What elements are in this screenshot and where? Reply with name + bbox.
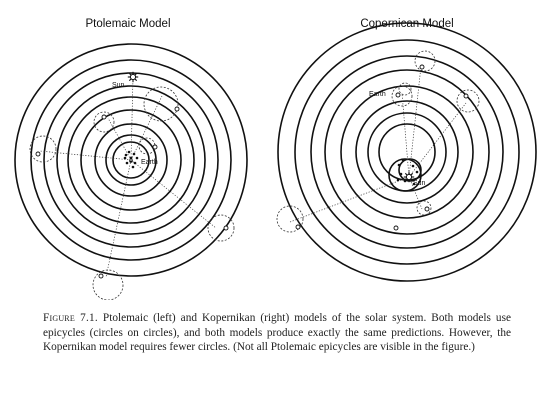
deferent-orbit-1: [277, 22, 537, 282]
ptolemaic-earth-label: Earth: [141, 159, 158, 166]
ptolemaic-sun-label: Sun: [112, 82, 125, 89]
deferent-orbit-inner-1: [388, 158, 422, 192]
deferent-orbit-6: [80, 109, 182, 211]
radius-line-mars: [39, 150, 132, 161]
radius-line-sun: [130, 76, 134, 161]
dot-sun-cluster-2: [411, 164, 415, 168]
deferent-orbit-1: [14, 43, 248, 277]
deferent-orbit-2: [30, 59, 232, 261]
epicycle-venus: [416, 200, 432, 216]
copernican-panel-title: Copernican Model: [360, 18, 454, 30]
planet-marker-moon: [152, 144, 158, 150]
planet-marker-venus: [424, 206, 430, 212]
radius-line-saturn: [408, 65, 422, 178]
planet-marker-earth: [395, 92, 401, 98]
epicycle-earth: [391, 85, 413, 107]
caption-figure-label: Figure 7.1.: [43, 312, 98, 324]
deferent-orbit-9: [112, 141, 150, 179]
deferent-orbit-6: [355, 100, 459, 204]
epicycle-saturn: [414, 50, 436, 72]
caption-text: Ptolemaic (left) and Kopernikan (right) …: [43, 312, 511, 354]
epicycle-mercury: [93, 111, 115, 133]
dot-sun-cluster-6: [412, 182, 416, 186]
radius-line-venus: [130, 95, 163, 161]
earth-marker: [129, 158, 133, 162]
epicycle-earth-small: [398, 82, 412, 96]
deferent-orbit-3: [43, 72, 219, 248]
ptolemaic-diagram: [14, 43, 248, 300]
dot-earth-cluster-6: [125, 161, 129, 165]
deferent-orbit-4: [56, 85, 206, 235]
radius-line-saturn: [105, 159, 132, 278]
dot-earth-cluster-8: [123, 156, 127, 160]
dot-sun-cluster-4: [399, 172, 403, 176]
radius-line-earth: [401, 92, 410, 178]
dot-earth-cluster-1: [127, 150, 131, 154]
epicycle-mars: [29, 135, 57, 163]
dot-earth-cluster-0: [124, 153, 128, 157]
deferent-orbit-8: [105, 134, 157, 186]
planet-marker-mercury: [101, 114, 107, 120]
copernican-earth-label: Earth: [369, 91, 386, 98]
deferent-orbit-inner-2: [398, 158, 422, 182]
deferent-orbit-5: [340, 85, 474, 219]
radius-line-jupiter: [130, 159, 217, 229]
deferent-orbit-3: [310, 55, 504, 249]
epicycle-jupiter: [207, 214, 235, 242]
sun-disc: [405, 173, 413, 181]
deferent-orbit-2: [294, 39, 520, 265]
planet-marker-saturn: [98, 273, 104, 279]
dot-sun-cluster-5: [403, 179, 407, 183]
dot-earth-cluster-5: [133, 161, 137, 165]
epicycle-saturn: [92, 269, 124, 300]
planet-marker-venus: [174, 106, 180, 112]
deferent-orbit-5: [67, 96, 195, 224]
figure-caption: Figure 7.1. Ptolemaic (left) and Koperni…: [43, 311, 511, 355]
dot-sun-cluster-7: [396, 178, 400, 182]
dot-sun-cluster-3: [415, 170, 419, 174]
epicycle-venus: [143, 86, 179, 122]
planet-marker-mars: [35, 151, 41, 157]
figure-drawing: [14, 22, 537, 300]
copernican-sun-label: Sun: [413, 180, 426, 187]
planet-marker-jupiter: [223, 225, 229, 231]
planet-marker-jupiter: [463, 93, 469, 99]
dot-earth-cluster-3: [135, 156, 139, 160]
dot-earth-cluster-2: [132, 152, 136, 156]
copernican-diagram: [276, 22, 537, 282]
sun-icon-right: [403, 171, 415, 183]
sun-disc: [129, 73, 137, 81]
epicycle-mars: [276, 205, 304, 233]
deferent-orbit-4: [324, 69, 490, 235]
deferent-orbit-7: [94, 123, 168, 197]
sun-icon-left: [127, 71, 139, 83]
radius-line-venus: [408, 176, 423, 210]
radius-line-mercury: [107, 117, 132, 161]
dot-sun-cluster-1: [401, 158, 405, 162]
dot-earth-cluster-7: [131, 165, 135, 169]
dot-sun-cluster-0: [397, 163, 401, 167]
epicycle-jupiter: [456, 89, 480, 113]
planet-marker-saturn: [419, 64, 425, 70]
deferent-orbit-8: [378, 123, 436, 181]
planet-marker-mars: [295, 224, 301, 230]
planet-marker-outer-marker: [393, 225, 399, 231]
ptolemaic-panel-title: Ptolemaic Model: [85, 18, 171, 30]
